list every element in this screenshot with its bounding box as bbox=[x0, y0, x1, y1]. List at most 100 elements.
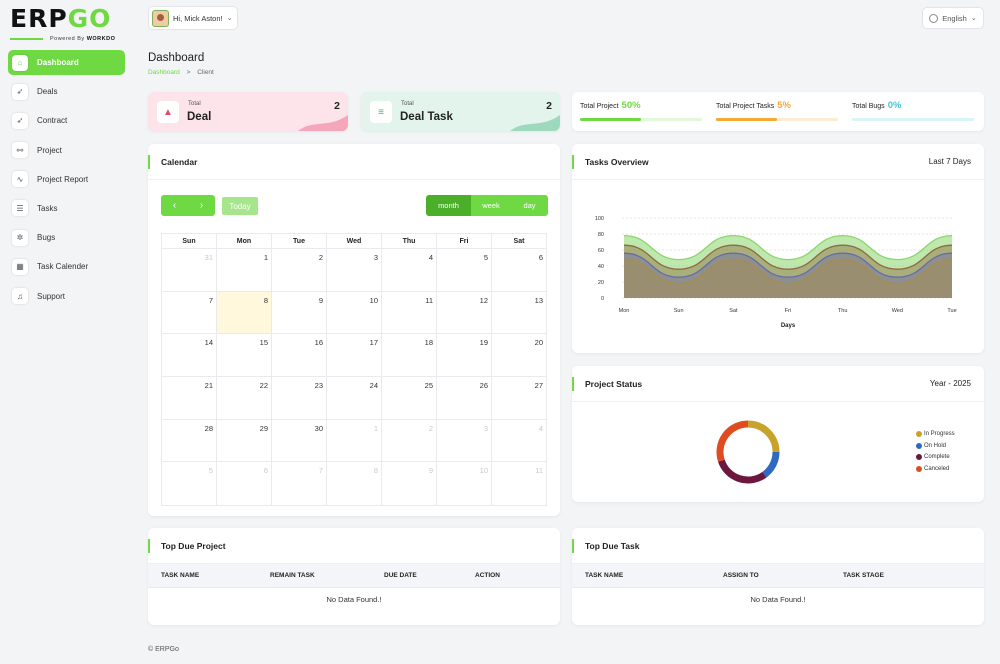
calendar-day-cell[interactable]: 19 bbox=[437, 334, 492, 377]
legend-item[interactable]: In Progress bbox=[916, 428, 955, 440]
top-due-task-title: Top Due Task bbox=[585, 541, 640, 551]
calendar-day-cell[interactable]: 18 bbox=[382, 334, 437, 377]
area-series-line bbox=[623, 252, 953, 278]
breadcrumb-dashboard-link[interactable]: Dashboard bbox=[148, 69, 180, 76]
calendar-day-cell[interactable]: 2 bbox=[382, 419, 437, 462]
calendar-day-cell[interactable]: 28 bbox=[162, 419, 217, 462]
kpi-progress-bar bbox=[716, 118, 838, 121]
sidebar-item-label: Task Calender bbox=[37, 262, 89, 272]
calendar-view-month[interactable]: month bbox=[426, 195, 471, 216]
calendar-day-cell[interactable]: 27 bbox=[534, 381, 543, 391]
sidebar-item-deals[interactable]: ➶ Deals bbox=[8, 79, 125, 104]
calendar-week-row: 5 6 7 8 9 10 11 bbox=[162, 462, 546, 506]
user-menu-button[interactable]: Hi, Mick Aston! ⌄ bbox=[148, 6, 238, 30]
calendar-day-cell[interactable]: 20 bbox=[534, 338, 543, 348]
deal-stat-card[interactable]: ▲ Total Deal 2 bbox=[148, 92, 348, 131]
legend-item[interactable]: Complete bbox=[916, 451, 955, 463]
deal-task-stat-card[interactable]: ≡ Total Deal Task 2 bbox=[361, 92, 560, 131]
calendar-day-cell[interactable]: 24 bbox=[327, 377, 382, 419]
weekday-label: Sat bbox=[513, 238, 525, 245]
calendar-day-cell[interactable]: 16 bbox=[272, 334, 327, 377]
table-header: TASK NAME REMAIN TASK DUE DATE ACTION bbox=[148, 564, 560, 588]
calendar-next-button[interactable]: › bbox=[188, 195, 215, 216]
user-greeting: Hi, Mick Aston! bbox=[173, 13, 223, 23]
calendar-day-cell[interactable]: 4 bbox=[538, 423, 543, 433]
calendar-day-cell[interactable]: 21 bbox=[162, 377, 217, 419]
sidebar-item-contract[interactable]: ➶ Contract bbox=[8, 108, 125, 133]
kpi-percent: 5% bbox=[777, 100, 791, 111]
sidebar-item-support[interactable]: ♫ Support bbox=[8, 284, 125, 309]
calendar-day-cell[interactable]: 12 bbox=[437, 291, 492, 334]
sidebar-item-task-calender[interactable]: ▦ Task Calender bbox=[8, 254, 125, 279]
sidebar-item-project[interactable]: ⚯ Project bbox=[8, 138, 125, 163]
calendar-day-cell[interactable]: 3 bbox=[437, 419, 492, 462]
sidebar-item-tasks[interactable]: ☰ Tasks bbox=[8, 196, 125, 221]
calendar-day-cell[interactable]: 17 bbox=[327, 334, 382, 377]
calendar-view-day[interactable]: day bbox=[511, 195, 548, 216]
calendar-day-cell[interactable]: 9 bbox=[382, 462, 437, 506]
calendar-day-today[interactable]: 8 bbox=[217, 291, 272, 334]
donut-slice-complete[interactable] bbox=[718, 459, 767, 484]
calendar-day-cell[interactable]: 6 bbox=[217, 462, 272, 506]
calendar-today-button[interactable]: Today bbox=[222, 197, 258, 215]
calendar-day-cell[interactable]: 15 bbox=[217, 334, 272, 377]
calendar-view-switcher: month week day bbox=[426, 195, 548, 216]
area-series-fill bbox=[624, 259, 952, 298]
calendar-prev-button[interactable]: ‹ bbox=[161, 195, 188, 216]
sidebar-item-project-report[interactable]: ∿ Project Report bbox=[8, 167, 125, 192]
kpi-label: Total Project bbox=[580, 103, 619, 110]
sidebar-item-dashboard[interactable]: ⌂ Dashboard bbox=[8, 50, 125, 75]
handshake-icon: ▲ bbox=[157, 101, 179, 123]
calendar-day-cell[interactable]: 29 bbox=[217, 419, 272, 462]
calendar-day-cell[interactable]: 6 bbox=[538, 253, 543, 262]
calendar-day-cell[interactable]: 26 bbox=[437, 377, 492, 419]
donut-slice-in-progress[interactable] bbox=[747, 420, 780, 453]
legend-item[interactable]: Canceled bbox=[916, 463, 955, 475]
calendar-day-cell[interactable]: 7 bbox=[162, 291, 217, 334]
sidebar-item-label: Project bbox=[37, 145, 62, 155]
empty-state-text: No Data Found.! bbox=[750, 595, 806, 604]
calendar-week-row: 31 1 2 3 4 5 6 bbox=[162, 249, 546, 292]
calendar-day-cell[interactable]: 5 bbox=[437, 249, 492, 291]
calendar-day-cell[interactable]: 30 bbox=[272, 419, 327, 462]
calendar-day-cell[interactable]: 5 bbox=[162, 462, 217, 506]
calendar-day-cell[interactable]: 4 bbox=[382, 249, 437, 291]
calendar-day-cell[interactable]: 7 bbox=[272, 462, 327, 506]
column-header: ASSIGN TO bbox=[723, 572, 759, 579]
calendar-day-cell[interactable]: 11 bbox=[535, 466, 543, 476]
calendar-day-cell[interactable]: 10 bbox=[327, 291, 382, 334]
calendar-day-cell[interactable]: 31 bbox=[162, 249, 217, 291]
x-tick-label: Fri bbox=[785, 308, 791, 314]
calendar-day-cell[interactable]: 1 bbox=[327, 419, 382, 462]
project-status-year: Year - 2025 bbox=[929, 379, 971, 388]
calendar-day-cell[interactable]: 25 bbox=[382, 377, 437, 419]
area-series-fill bbox=[624, 245, 952, 298]
sidebar-item-label: Support bbox=[37, 291, 66, 301]
calendar-day-cell[interactable]: 14 bbox=[162, 334, 217, 377]
legend-dot bbox=[916, 465, 922, 472]
top-due-project-card: Top Due Project TASK NAME REMAIN TASK DU… bbox=[148, 528, 560, 625]
rocket-icon: ➶ bbox=[12, 112, 28, 129]
erpgo-logo[interactable]: ERPGO Powered By WORKDO bbox=[10, 4, 116, 42]
donut-slice-canceled[interactable] bbox=[716, 420, 749, 462]
calendar-view-week[interactable]: week bbox=[471, 195, 511, 216]
sidebar-item-bugs[interactable]: ✲ Bugs bbox=[8, 225, 125, 250]
calendar-day-cell[interactable]: 1 bbox=[217, 249, 272, 291]
calendar-day-cell[interactable]: 23 bbox=[272, 377, 327, 419]
calendar-day-cell[interactable]: 22 bbox=[217, 377, 272, 419]
empty-state-text: No Data Found.! bbox=[326, 595, 382, 604]
donut-slice-on-hold[interactable] bbox=[762, 451, 780, 478]
calendar-day-cell[interactable]: 13 bbox=[534, 295, 543, 305]
y-tick-label: 80 bbox=[598, 232, 604, 238]
calendar-day-cell[interactable]: 3 bbox=[327, 249, 382, 291]
calendar-day-cell[interactable]: 11 bbox=[382, 291, 437, 334]
calendar-day-cell[interactable]: 2 bbox=[272, 249, 327, 291]
legend-item[interactable]: On Hold bbox=[916, 440, 955, 452]
area-series-fill bbox=[624, 235, 952, 298]
x-tick-label: Wed bbox=[892, 308, 903, 314]
calendar-day-cell[interactable]: 8 bbox=[327, 462, 382, 506]
language-selector[interactable]: English ⌄ bbox=[922, 7, 984, 29]
calendar-day-cell[interactable]: 10 bbox=[437, 462, 492, 506]
footer-copyright: © ERPGo bbox=[148, 646, 179, 653]
calendar-day-cell[interactable]: 9 bbox=[272, 291, 327, 334]
